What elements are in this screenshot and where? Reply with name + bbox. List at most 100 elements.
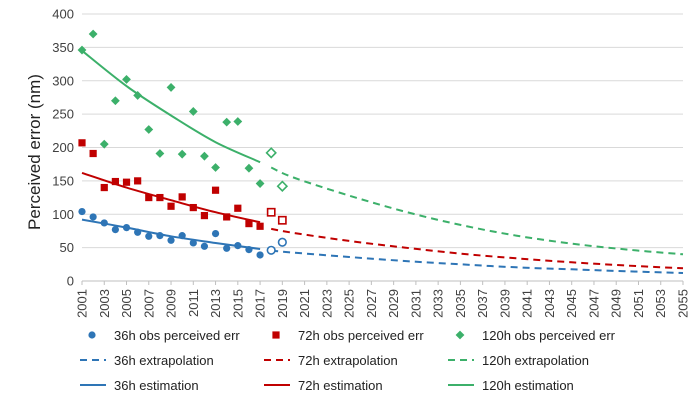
36h-obs-perceived-err-point (122, 224, 131, 232)
legend-label: 120h estimation (482, 378, 574, 393)
120h-obs-perceived-err-point (88, 29, 98, 39)
x-tick-label: 2033 (431, 289, 446, 318)
120h-obs-perceived-err-point (166, 83, 176, 92)
120h-obs-perceived-err-point (200, 151, 209, 161)
36h-hollow-point (277, 237, 287, 247)
x-tick-label: 2009 (164, 289, 179, 318)
36h-obs-perceived-err-point (211, 230, 220, 238)
y-tick-label: 100 (52, 207, 74, 222)
120h-obs-perceived-err-point (110, 96, 120, 106)
36h-obs-perceived-err-point (78, 207, 86, 216)
72h-obs-perceived-err-point (223, 213, 231, 221)
y-tick-label: 350 (52, 40, 74, 55)
120h-extrapolation-line (270, 166, 684, 256)
72h-estimation-line (81, 171, 261, 224)
x-tick-label: 2005 (119, 289, 134, 318)
36h-obs-perceived-err-point (111, 226, 119, 234)
x-tick-label: 2041 (520, 289, 535, 318)
72h-obs-perceived-err-point (122, 178, 131, 186)
36h-obs-perceived-err-point (200, 242, 209, 250)
36h-obs-perceived-err-point (167, 236, 175, 244)
x-tick-label: 2029 (386, 289, 401, 318)
y-tick-label: 50 (60, 240, 74, 255)
72h-obs-perceived-err-point (89, 149, 97, 158)
legend-item-36h-obs-perceived-err: 36h obs perceived err (88, 328, 240, 343)
x-tick-label: 2053 (653, 289, 668, 318)
axes (81, 280, 684, 285)
72h-obs-perceived-err-point (200, 211, 209, 220)
x-tick-label: 2011 (186, 289, 201, 317)
36h-obs-perceived-err-point (100, 219, 108, 227)
72h-obs-perceived-err-point (211, 186, 220, 194)
y-tick-label: 150 (52, 173, 74, 188)
36h-obs-perceived-err-point (223, 244, 231, 252)
y-tick-labels: 0 50 100 150 200 250 300 350 400 (52, 7, 74, 289)
36h-obs-perceived-err-point (145, 232, 153, 240)
x-tick-label: 2021 (297, 289, 312, 318)
72h-extrapolation-line (271, 227, 684, 270)
x-tick-label: 2043 (542, 289, 557, 318)
x-tick-label: 2003 (97, 289, 112, 318)
120h-obs-perceived-err-point (244, 163, 254, 173)
120h-obs-perceived-err-point (211, 163, 220, 172)
y-tick-label: 400 (52, 7, 74, 22)
legend-circle-icon (88, 331, 96, 339)
legend-square-icon (272, 331, 280, 339)
120h-obs-perceived-err-point (122, 75, 131, 84)
x-tick-label: 2037 (475, 289, 490, 318)
x-tick-label: 2007 (141, 289, 156, 318)
x-tick-label: 2049 (609, 289, 624, 318)
legend-label: 120h extrapolation (482, 353, 589, 368)
72h-obs-perceived-err-point (245, 219, 253, 228)
x-tick-label: 2027 (364, 289, 379, 318)
72h-obs-perceived-err-point (178, 193, 186, 201)
120h-obs-perceived-err-point (144, 125, 154, 134)
120h-obs-perceived-err-point (133, 91, 143, 100)
72h-obs-perceived-err-point (134, 177, 142, 185)
120h-obs-perceived-err-point (222, 117, 232, 127)
x-tick-label: 2031 (408, 289, 423, 318)
120h-obs-perceived-err-point (155, 149, 165, 158)
legend-label: 120h obs perceived err (482, 328, 616, 343)
x-tick-label: 2001 (75, 289, 90, 318)
x-tick-labels: 2001 2003 2005 2007 2009 2011 2013 2015 2017 2019… (75, 289, 691, 318)
x-tick-label: 2019 (275, 289, 290, 318)
y-tick-label: 300 (52, 73, 74, 88)
x-tick-label: 2039 (497, 289, 512, 318)
legend-label: 36h extrapolation (114, 353, 214, 368)
legend-item-72h-extrapolation: 72h extrapolation (264, 353, 398, 368)
36h-extrapolation-line (271, 249, 684, 274)
36h-obs-perceived-err-point (256, 251, 264, 259)
series-points (77, 29, 289, 259)
36h-hollow-point (266, 245, 276, 255)
36h-obs-perceived-err-point (156, 232, 164, 240)
x-tick-label: 2055 (676, 289, 691, 318)
legend-label: 36h estimation (114, 378, 199, 393)
72h-obs-perceived-err-point (78, 139, 86, 147)
36h-obs-perceived-err-point (234, 242, 242, 250)
36h-estimation-line (81, 218, 261, 250)
legend-item-36h-estimation: 36h estimation (80, 378, 199, 393)
y-axis-title: Perceived error (nm) (25, 74, 44, 230)
legend-label: 72h extrapolation (298, 353, 398, 368)
120h-obs-perceived-err-point (99, 139, 109, 149)
120h-estimation-line (81, 49, 261, 164)
72h-obs-perceived-err-point (145, 193, 153, 202)
x-tick-label: 2013 (208, 289, 223, 318)
72h-obs-perceived-err-point (111, 177, 119, 186)
72h-obs-perceived-err-point (167, 202, 175, 210)
36h-obs-perceived-err-point (245, 246, 253, 254)
x-tick-label: 2023 (319, 289, 334, 318)
legend-item-72h-obs-perceived-err: 72h obs perceived err (272, 328, 424, 343)
36h-obs-perceived-err-point (189, 239, 197, 247)
x-tick-label: 2051 (631, 289, 646, 318)
legend-item-36h-extrapolation: 36h extrapolation (80, 353, 214, 368)
y-tick-label: 0 (67, 274, 74, 289)
legend-label: 72h obs perceived err (298, 328, 424, 343)
120h-obs-perceived-err-point (188, 107, 198, 116)
120h-obs-perceived-err-point (77, 45, 87, 55)
36h-obs-perceived-err-point (134, 228, 142, 236)
gridlines (82, 13, 683, 249)
legend-label: 36h obs perceived err (114, 328, 240, 343)
